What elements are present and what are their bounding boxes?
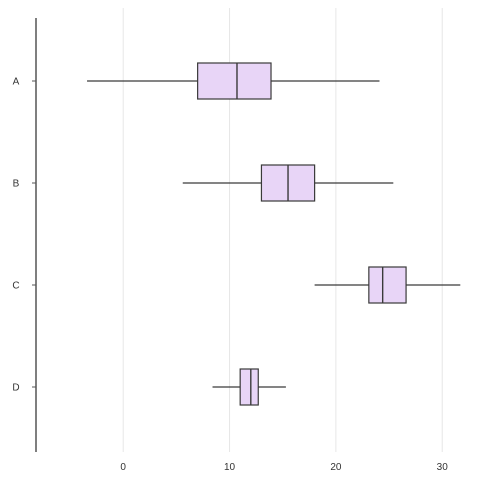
box-group-c [314,266,461,304]
box-group-b [182,164,394,202]
x-tick-label: 20 [330,462,342,473]
x-tick-label: 10 [224,462,236,473]
iqr-box [368,266,407,304]
y-tick-label: B [13,179,20,190]
iqr-box [197,62,272,100]
box-layer [87,62,461,406]
x-tick-label: 0 [120,462,126,473]
x-tick-label: 30 [437,462,449,473]
box-group-d [212,368,286,406]
iqr-box [239,368,259,406]
y-tick-label: A [13,77,20,88]
label-layer: 0 10 20 30 A B C D [12,77,448,474]
y-tick-label: D [12,383,19,394]
box-group-a [87,62,380,100]
y-tick-label: C [12,281,19,292]
grid-layer [122,8,443,452]
